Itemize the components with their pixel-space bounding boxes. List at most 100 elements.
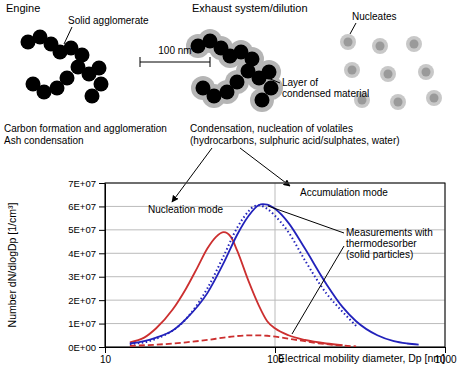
x-axis-title: Electrical mobility diameter, Dp [nm] [278,352,445,364]
nucleate-halo [340,34,356,50]
label: Nucleates [352,11,396,22]
process-text: Ash condensation [4,135,84,146]
x-tick-mark [105,347,106,353]
y-tick-label: 7E+07 [68,178,96,189]
x-tick-label: 10 [100,354,112,365]
label: condensed material [282,88,369,99]
nucleate-halo [344,62,360,78]
scale-bar-label: 100 nm [158,45,191,56]
y-tick-mark [99,347,105,348]
y-tick-label: 5E+07 [68,224,96,235]
grid-line-y [105,323,445,324]
y-tick-mark [99,230,105,231]
annotations: Nucleation mode Accumulation mode Measurem… [148,187,433,334]
y-tick-mark [99,324,105,325]
figure: 100 nm Engine Exhaust system/dilution Solid… [0,0,474,366]
y-tick: 7E+07 [68,178,105,189]
y-tick-mark [99,206,105,207]
primary-particle [94,77,109,92]
primary-particle [26,77,41,92]
y-tick-mark [99,183,105,184]
series [130,204,419,346]
nucleate-core [394,98,403,107]
annotation-pointer [292,246,344,334]
section-title: Engine [6,2,40,14]
process-text: Condensation, nucleation of volatiles [190,123,353,134]
primary-particle [264,81,279,96]
series-line [130,204,419,345]
nucleate-halo [372,38,388,54]
grid-line-y [105,300,445,301]
scale-bar [140,62,210,63]
y-tick-label: 4E+07 [68,248,96,259]
exhaust-agglomerate [186,29,283,112]
series-line [130,335,356,346]
nucleate-core [430,94,439,103]
scale-bar-end [140,57,141,67]
primary-particle [262,65,277,80]
y-tick: 2E+07 [68,295,105,306]
y-tick: 4E+07 [68,248,105,259]
annotation: thermodesorber [346,238,417,249]
y-tick: 5E+07 [68,224,105,235]
y-tick: 6E+07 [68,201,105,212]
y-tick-label: 3E+07 [68,271,96,282]
arrow [240,148,290,186]
y-tick-label: 6E+07 [68,201,96,212]
primary-particle [255,93,270,108]
nucleate-halo [406,36,422,52]
grid-line-y [105,276,445,277]
label: Layer of [282,77,318,88]
diagram: 100 nm Engine Exhaust system/dilution Solid… [4,2,442,202]
process-text: Carbon formation and agglomeration [4,123,167,134]
engine-agglomerate [21,30,109,104]
annotation: (solid particles) [346,249,413,260]
grid [105,183,445,347]
primary-particle [85,89,100,104]
annotation-pointer [268,206,344,233]
x-tick-mark [275,347,276,353]
x-axis: 101001000 [100,347,457,365]
y-axis: 0E+00 1E+07 2E+07 3E+07 4E+07 5E+07 6E+07 7E+07 [68,178,105,353]
label: Solid agglomerate [68,15,149,26]
nucleate-core [348,66,357,75]
nucleate-halo [380,66,396,82]
leader-line [350,23,356,34]
y-tick-label: 1E+07 [68,318,96,329]
y-tick: 1E+07 [68,318,105,329]
leader-line [268,78,280,83]
y-tick: 3E+07 [68,271,105,282]
nucleate-halo [418,64,434,80]
plot-frame [105,183,445,347]
primary-particle [92,61,107,76]
y-tick-mark [99,300,105,301]
x-tick-mark [445,347,446,353]
chart: 101001000 0E+00 1E+07 2E+07 3E+07 4E+07 5E+07 6… [6,178,457,366]
nucleate-core [344,38,353,47]
scale-bar-end [210,57,211,67]
arrow [172,148,212,202]
nucleate-core [384,70,393,79]
y-tick: 0E+00 [68,342,105,353]
nucleate-core [422,68,431,77]
nucleate-halo [390,94,406,110]
nucleate-core [410,40,419,49]
leader-line [64,27,72,44]
x-tick: 10 [100,347,112,365]
series-line [130,205,356,344]
nucleate-core [376,42,385,51]
primary-particle [50,81,65,96]
series-line [130,232,343,345]
y-tick-label: 0E+00 [68,342,96,353]
section-title: Exhaust system/dilution [192,2,308,14]
process-text: (hydrocarbons, sulphuric acid/sulphates,… [190,135,400,146]
y-tick-mark [99,253,105,254]
nucleate-halo [426,90,442,106]
annotation: Nucleation mode [148,204,223,215]
primary-particle [196,81,211,96]
y-axis-title: Number dN/dlogDp [1/cm³] [6,202,18,327]
annotation: Accumulation mode [300,187,388,198]
y-tick-label: 2E+07 [68,295,96,306]
primary-particle [220,85,235,100]
annotation: Measurements with [346,227,433,238]
